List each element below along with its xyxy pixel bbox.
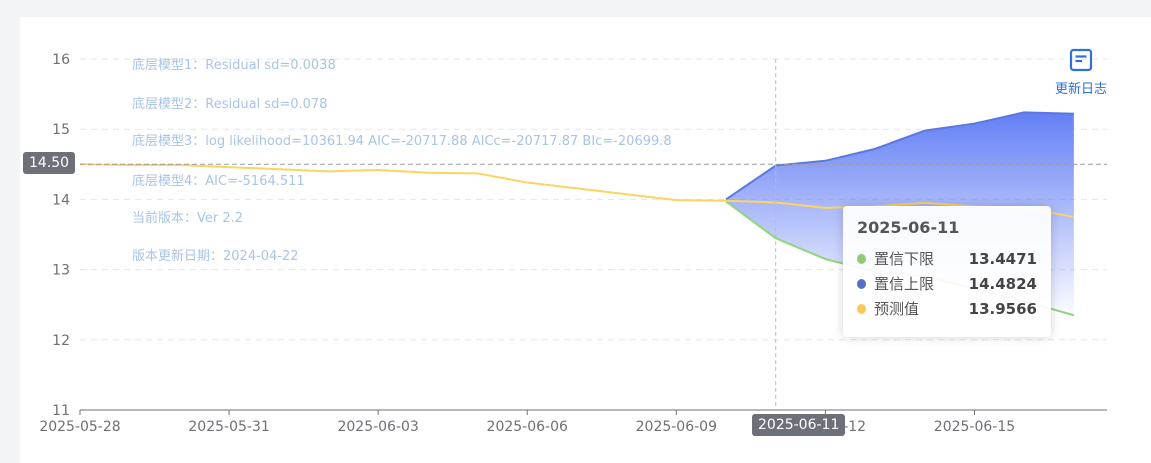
- x-axis-pointer-label: 2025-06-11: [752, 414, 846, 436]
- y-tick-label: 13: [52, 263, 70, 279]
- tooltip-row-upper: 置信上限 14.4824: [857, 271, 1037, 296]
- legend-dot-lower: [857, 253, 867, 264]
- x-tick-label: 2025-06-03: [337, 419, 418, 435]
- model-4-annotation: 底层模型4：AIC=-5164.511: [132, 174, 305, 189]
- y-tick-label: 15: [52, 122, 70, 138]
- update-log-button[interactable]: 更新日志: [1050, 48, 1112, 97]
- version-annotation: 当前版本：Ver 2.2: [132, 211, 244, 226]
- y-tick-label: 16: [52, 52, 70, 68]
- tooltip-date: 2025-06-11: [857, 218, 960, 237]
- model-2-annotation: 底层模型2：Residual sd=0.078: [132, 97, 328, 112]
- model-1-annotation: 底层模型1：Residual sd=0.0038: [132, 58, 336, 73]
- tooltip-series-value: 13.9566: [968, 299, 1037, 318]
- tooltip-row-lower: 置信下限 13.4471: [857, 246, 1037, 271]
- update-log-label: 更新日志: [1054, 82, 1107, 97]
- version-date-annotation: 版本更新日期：2024-04-22: [132, 249, 299, 264]
- x-tick-label: 2025-05-28: [39, 419, 120, 435]
- document-icon: [1069, 48, 1093, 72]
- y-tick-label: 11: [52, 403, 70, 419]
- x-tick-label: 2025-06-06: [487, 419, 568, 435]
- tooltip-series-name: 置信上限: [874, 275, 935, 293]
- chart-card: 11 12 13 14 15 16 2025-05-28 2025-05-31 2025-06-…: [20, 17, 1151, 463]
- tooltip-series-value: 13.4471: [968, 249, 1037, 268]
- chart-tooltip: 2025-06-11 置信下限 13.4471 置信上限 14.4824 预测值…: [843, 206, 1051, 337]
- y-tick-label: 12: [52, 333, 70, 349]
- tooltip-series-name: 置信下限: [874, 250, 935, 268]
- model-3-annotation: 底层模型3：log likelihood=10361.94 AIC=-20717…: [132, 134, 672, 149]
- legend-dot-upper: [857, 278, 867, 289]
- y-tick-label: 14: [52, 192, 70, 208]
- x-tick-label: 2025-05-31: [188, 419, 269, 435]
- upper-bound-line: [725, 111, 1074, 201]
- forecast-line: [79, 163, 1075, 218]
- x-tick-label: 2025-06-15: [934, 419, 1015, 435]
- tooltip-series-name: 预测值: [874, 300, 920, 318]
- x-tick-label: 2025-06-09: [636, 419, 717, 435]
- axis-pointer-lines: [80, 59, 1107, 410]
- tooltip-series-value: 14.4824: [968, 274, 1037, 293]
- legend-dot-forecast: [857, 303, 867, 314]
- y-axis-pointer-label: 14.50: [23, 152, 76, 174]
- tooltip-row-forecast: 预测值 13.9566: [857, 296, 1037, 321]
